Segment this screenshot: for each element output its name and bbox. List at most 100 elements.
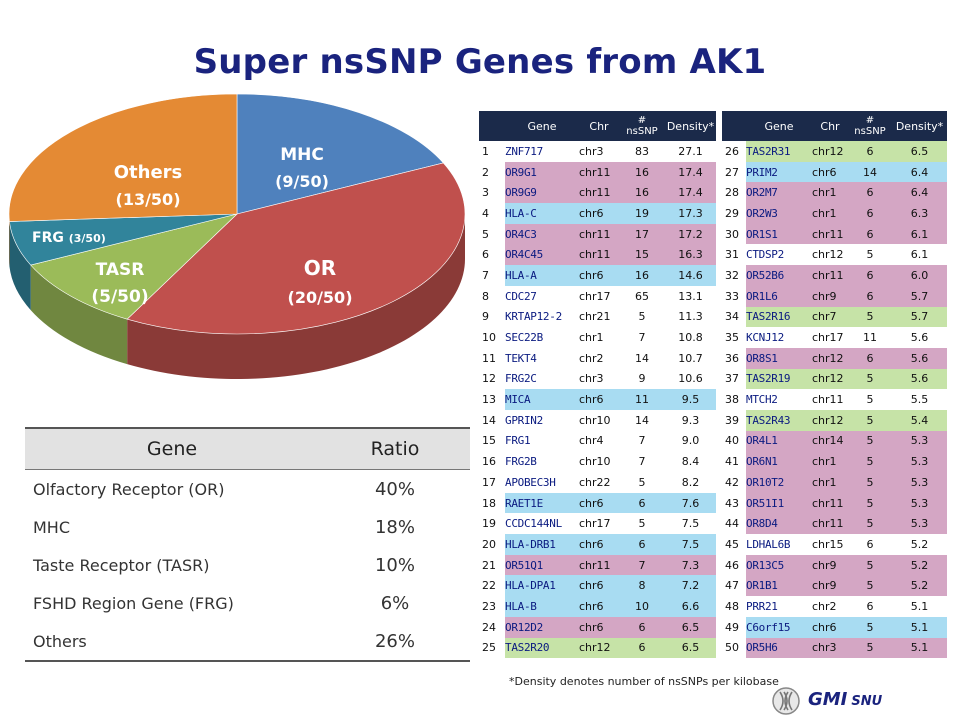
gene-density: 13.1 [665, 285, 716, 307]
gene-chr: chr9 [812, 554, 848, 576]
gene-row: 16 FRG2B chr10 7 8.4 [479, 451, 716, 472]
gene-row: 34 TAS2R16 chr7 5 5.7 [722, 306, 947, 328]
gene-index: 45 [722, 534, 746, 555]
gene-name: HLA-B [505, 596, 579, 617]
gene-name: TAS2R16 [746, 306, 812, 328]
gene-density: 5.1 [892, 637, 947, 659]
gene-chr: chr3 [579, 368, 619, 390]
gene-name: TAS2R43 [746, 409, 812, 431]
gene-chr: chr1 [579, 327, 619, 348]
gene-row: 6 OR4C45 chr11 15 16.3 [479, 244, 716, 266]
gene-row: 14 GPRIN2 chr10 14 9.3 [479, 409, 716, 431]
gene-index: 37 [722, 368, 746, 390]
gene-nssnp-count: 6 [619, 637, 665, 659]
logo-gmi: GMI [808, 689, 848, 710]
gene-nssnp-count: 11 [848, 327, 892, 348]
gene-density: 5.3 [892, 513, 947, 535]
gene-chr: chr11 [579, 182, 619, 204]
dna-chromosome-icon [772, 687, 800, 715]
gene-chr: chr12 [812, 368, 848, 390]
gene-row: 2 OR9G1 chr11 16 17.4 [479, 161, 716, 183]
gene-chr: chr12 [812, 141, 848, 162]
gene-index: 43 [722, 492, 746, 514]
ratio-row: Taste Receptor (TASR) 10% [25, 546, 470, 584]
gene-chr: chr6 [579, 534, 619, 555]
gene-nssnp-count: 5 [848, 368, 892, 390]
gene-chr: chr21 [579, 306, 619, 328]
gene-chr: chr3 [579, 141, 619, 162]
gene-row: 39 TAS2R43 chr12 5 5.4 [722, 409, 947, 431]
gene-index: 42 [722, 472, 746, 493]
gene-row: 12 FRG2C chr3 9 10.6 [479, 368, 716, 390]
gene-nssnp-count: 17 [619, 223, 665, 245]
gene-name: GPRIN2 [505, 409, 579, 431]
gene-density: 17.4 [665, 161, 716, 183]
gene-row: 40 OR4L1 chr14 5 5.3 [722, 430, 947, 452]
pie-label-mhc: MHC [280, 145, 324, 165]
gene-chr: chr11 [579, 554, 619, 576]
gene-chr: chr11 [579, 161, 619, 183]
gene-name: MICA [505, 389, 579, 410]
gene-index: 7 [479, 265, 505, 286]
gene-nssnp-count: 65 [619, 285, 665, 307]
gene-name: FRG2C [505, 368, 579, 390]
pie-chart: MHC (9/50) OR (20/50) TASR (5/50) FRG (3/50) Ot… [8, 93, 466, 379]
gene-index: 15 [479, 430, 505, 452]
gene-row: 29 OR2W3 chr1 6 6.3 [722, 203, 947, 224]
gene-row: 23 HLA-B chr6 10 6.6 [479, 596, 716, 617]
gene-row: 13 MICA chr6 11 9.5 [479, 389, 716, 410]
gene-index: 24 [479, 616, 505, 638]
gene-density: 9.0 [665, 430, 716, 452]
gene-density: 5.6 [892, 368, 947, 390]
gene-nssnp-count: 6 [848, 182, 892, 204]
gene-index: 2 [479, 161, 505, 183]
gene-row: 45 LDHAL6B chr15 6 5.2 [722, 534, 947, 555]
ratio-gene-label: MHC [33, 517, 71, 537]
gene-chr: chr11 [812, 265, 848, 286]
pie-sublabel-or: (20/50) [288, 288, 353, 307]
gene-row: 5 OR4C3 chr11 17 17.2 [479, 223, 716, 245]
gene-index: 18 [479, 492, 505, 514]
header-nssnp-label: nsSNP [626, 126, 658, 137]
gene-name: OR5H6 [746, 637, 812, 659]
gene-density: 10.7 [665, 347, 716, 369]
gene-index: 34 [722, 306, 746, 328]
gene-nssnp-count: 7 [619, 327, 665, 348]
gmi-logo: GMI SNU [770, 686, 920, 716]
gene-name: OR9G9 [505, 182, 579, 204]
gene-chr: chr6 [579, 596, 619, 617]
gene-density: 6.4 [892, 161, 947, 183]
gene-index: 30 [722, 223, 746, 245]
gene-density: 14.6 [665, 265, 716, 286]
gene-index: 19 [479, 513, 505, 535]
gene-nssnp-count: 6 [848, 203, 892, 224]
gene-index: 27 [722, 161, 746, 183]
ratio-table: Gene Ratio Olfactory Receptor (OR) 40% MHC… [25, 427, 470, 662]
gene-name: OR10T2 [746, 472, 812, 493]
gene-name: OR13C5 [746, 554, 812, 576]
pie-slice-mhc [236, 93, 444, 215]
pie-slice-others [8, 93, 238, 222]
gene-nssnp-count: 14 [619, 347, 665, 369]
gene-density: 7.5 [665, 513, 716, 535]
gene-name: CDC27 [505, 285, 579, 307]
gene-name: HLA-A [505, 265, 579, 286]
gene-nssnp-count: 16 [619, 182, 665, 204]
gene-density: 17.4 [665, 182, 716, 204]
gene-row: 43 OR51I1 chr11 5 5.3 [722, 492, 947, 514]
gene-row: 49 C6orf15 chr6 5 5.1 [722, 616, 947, 638]
density-footnote: *Density denotes number of nsSNPs per ki… [509, 675, 779, 688]
gene-index: 49 [722, 616, 746, 638]
gene-name: FRG1 [505, 430, 579, 452]
gene-nssnp-count: 6 [848, 347, 892, 369]
gene-density: 7.6 [665, 492, 716, 514]
gene-table-right: Gene Chr # nsSNP Density* 26 TAS2R31 chr12 6… [722, 111, 947, 659]
pie-slice-or [126, 162, 466, 335]
gene-chr: chr22 [579, 472, 619, 493]
gene-index: 22 [479, 575, 505, 597]
gene-density: 5.6 [892, 347, 947, 369]
gene-density: 5.4 [892, 409, 947, 431]
gene-nssnp-count: 14 [848, 161, 892, 183]
gene-index: 46 [722, 554, 746, 576]
gene-density: 11.3 [665, 306, 716, 328]
